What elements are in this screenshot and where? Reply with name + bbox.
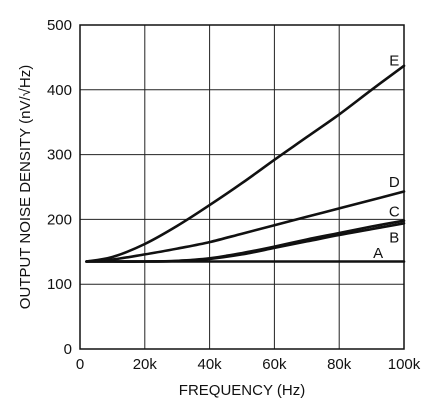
y-tick-label: 500	[47, 17, 72, 34]
x-tick-label: 20k	[133, 356, 158, 373]
x-axis-label: FREQUENCY (Hz)	[179, 382, 305, 399]
x-tick-label: 100k	[388, 356, 421, 373]
curve-label-b: B	[389, 230, 399, 247]
x-tick-labels: 0 20k 40k 60k 80k 100k	[76, 356, 421, 373]
curve-label-d: D	[389, 174, 400, 191]
y-axis-label: OUTPUT NOISE DENSITY (nV/√Hz)	[17, 65, 34, 309]
curve-label-e: E	[389, 53, 399, 70]
y-tick-label: 200	[47, 211, 72, 228]
y-tick-label: 0	[64, 341, 72, 358]
x-tick-label: 60k	[262, 356, 287, 373]
y-tick-label: 300	[47, 147, 72, 164]
curve-label-a: A	[373, 245, 383, 262]
grid	[80, 25, 404, 349]
y-tick-labels: 0 100 200 300 400 500	[47, 17, 72, 358]
plot-frame	[79, 24, 405, 350]
x-tick-label: 80k	[327, 356, 352, 373]
series-line-d	[85, 190, 406, 263]
series-lines	[85, 64, 406, 263]
x-tick-label: 40k	[198, 356, 223, 373]
y-tick-label: 100	[47, 276, 72, 293]
x-tick-label: 0	[76, 356, 84, 373]
curve-label-c: C	[389, 204, 400, 221]
y-tick-label: 400	[47, 82, 72, 99]
series-line-c	[85, 219, 406, 263]
series-line-e	[85, 64, 406, 263]
